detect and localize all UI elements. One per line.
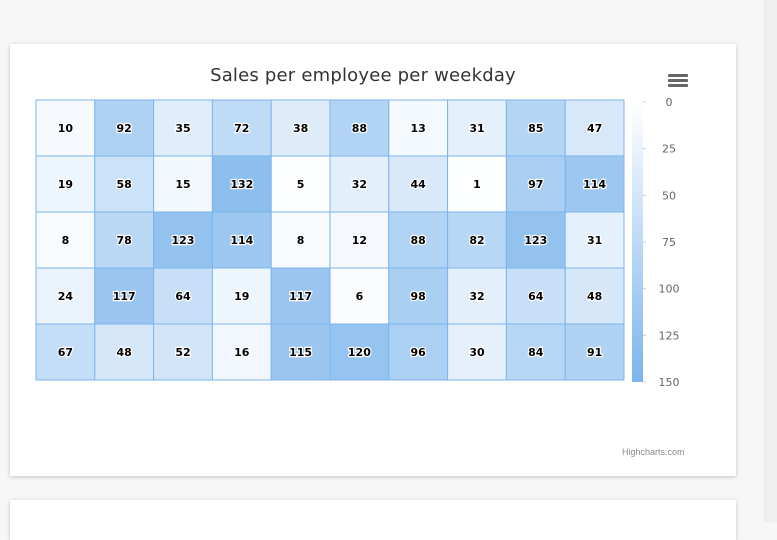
cell-value-label: 91 xyxy=(587,346,602,359)
cell-value-label: 82 xyxy=(469,234,484,247)
heatmap-cell[interactable] xyxy=(94,155,155,213)
heatmap-cell[interactable] xyxy=(270,267,331,325)
color-axis-tick-label: 75 xyxy=(662,236,676,249)
cell-value-label: 19 xyxy=(234,290,249,303)
cell-value-label: 85 xyxy=(528,122,543,135)
heatmap-cell[interactable] xyxy=(35,267,96,325)
cell-value-label: 5 xyxy=(297,178,305,191)
cell-value-label: 19 xyxy=(58,178,73,191)
page-scrollbar[interactable] xyxy=(764,0,777,522)
heatmap-cell[interactable] xyxy=(447,323,507,381)
cell-value-label: 12 xyxy=(352,234,367,247)
cell-value-label: 47 xyxy=(587,122,602,135)
color-axis-tick-label: 125 xyxy=(659,329,680,342)
cell-value-label: 88 xyxy=(411,234,426,247)
cell-value-label: 117 xyxy=(113,290,136,303)
cell-value-label: 31 xyxy=(587,234,602,247)
cell-value-label: 120 xyxy=(348,346,371,359)
cell-value-label: 78 xyxy=(117,234,132,247)
cell-value-label: 8 xyxy=(62,234,70,247)
heatmap-cell[interactable] xyxy=(211,323,272,381)
heatmap-cell[interactable] xyxy=(153,99,213,157)
cell-value-label: 114 xyxy=(230,234,253,247)
heatmap-cell[interactable] xyxy=(35,323,96,381)
cell-value-label: 64 xyxy=(528,290,544,303)
cell-value-label: 48 xyxy=(587,290,602,303)
cell-value-label: 24 xyxy=(58,290,74,303)
cell-value-label: 58 xyxy=(117,178,132,191)
cell-value-label: 30 xyxy=(469,346,485,359)
cell-value-label: 132 xyxy=(230,178,253,191)
heatmap-cell[interactable] xyxy=(270,155,331,213)
heatmap-cell[interactable] xyxy=(388,155,449,213)
heatmap-cell[interactable] xyxy=(211,267,272,325)
cell-value-label: 67 xyxy=(58,346,73,359)
heatmap-cell[interactable] xyxy=(329,155,390,213)
chart-container: Sales per employee per weekday 10 92 35 72 3… xyxy=(10,44,736,476)
heatmap-cell[interactable] xyxy=(505,211,566,269)
cell-value-label: 117 xyxy=(289,290,312,303)
cell-value-label: 13 xyxy=(411,122,426,135)
next-chart-container xyxy=(10,500,736,540)
heatmap-cell[interactable] xyxy=(153,155,213,213)
cell-value-label: 92 xyxy=(117,122,132,135)
heatmap-cell[interactable] xyxy=(564,155,625,213)
heatmap-cell[interactable] xyxy=(447,155,507,213)
heatmap-cell[interactable] xyxy=(329,323,390,381)
heatmap-cell[interactable] xyxy=(153,323,213,381)
cell-value-label: 35 xyxy=(175,122,190,135)
cell-value-label: 6 xyxy=(356,290,364,303)
cell-value-label: 16 xyxy=(234,346,250,359)
cell-value-label: 88 xyxy=(352,122,367,135)
cell-value-label: 15 xyxy=(175,178,190,191)
color-axis-tick-label: 150 xyxy=(659,376,680,389)
cell-value-label: 8 xyxy=(297,234,305,247)
cell-value-label: 52 xyxy=(175,346,190,359)
cell-value-label: 115 xyxy=(289,346,312,359)
heatmap-cell[interactable] xyxy=(94,211,155,269)
heatmap-cell[interactable] xyxy=(388,99,449,157)
cell-value-label: 44 xyxy=(411,178,427,191)
cell-value-label: 84 xyxy=(528,346,544,359)
cell-value-label: 48 xyxy=(117,346,132,359)
credits-link[interactable]: Highcharts.com xyxy=(622,447,685,457)
heatmap-cell[interactable] xyxy=(564,267,625,325)
chart-title: Sales per employee per weekday xyxy=(210,65,516,86)
heatmap-cell[interactable] xyxy=(211,211,272,269)
cell-value-label: 38 xyxy=(293,122,308,135)
cell-value-label: 1 xyxy=(473,178,481,191)
heatmap-cell[interactable] xyxy=(211,99,272,157)
cell-value-label: 64 xyxy=(175,290,191,303)
cell-value-label: 10 xyxy=(58,122,74,135)
heatmap-cell[interactable] xyxy=(564,323,625,381)
heatmap-cell[interactable] xyxy=(35,99,96,157)
heatmap-cell[interactable] xyxy=(447,267,507,325)
cell-value-label: 96 xyxy=(411,346,427,359)
color-axis-tick-label: 25 xyxy=(662,143,676,156)
heatmap-cell[interactable] xyxy=(388,267,449,325)
heatmap-cell[interactable] xyxy=(94,323,155,381)
cell-value-label: 32 xyxy=(352,178,367,191)
cell-value-label: 123 xyxy=(172,234,195,247)
cell-value-label: 31 xyxy=(469,122,484,135)
cell-value-label: 98 xyxy=(411,290,426,303)
heatmap-cell[interactable] xyxy=(329,99,390,157)
color-axis-tick-label: 50 xyxy=(662,189,676,202)
heatmap-cell[interactable] xyxy=(270,99,331,157)
cell-value-label: 97 xyxy=(528,178,543,191)
heatmap-cell[interactable] xyxy=(153,267,213,325)
color-axis-tick-label: 100 xyxy=(659,283,680,296)
color-axis-tick-label: 0 xyxy=(666,96,673,109)
cell-value-label: 32 xyxy=(469,290,484,303)
cell-value-label: 114 xyxy=(583,178,606,191)
cell-value-label: 72 xyxy=(234,122,249,135)
cell-value-label: 123 xyxy=(524,234,547,247)
heatmap-cell[interactable] xyxy=(211,155,272,213)
color-axis-bar xyxy=(632,102,643,382)
chart-menu-icon[interactable] xyxy=(668,74,688,92)
